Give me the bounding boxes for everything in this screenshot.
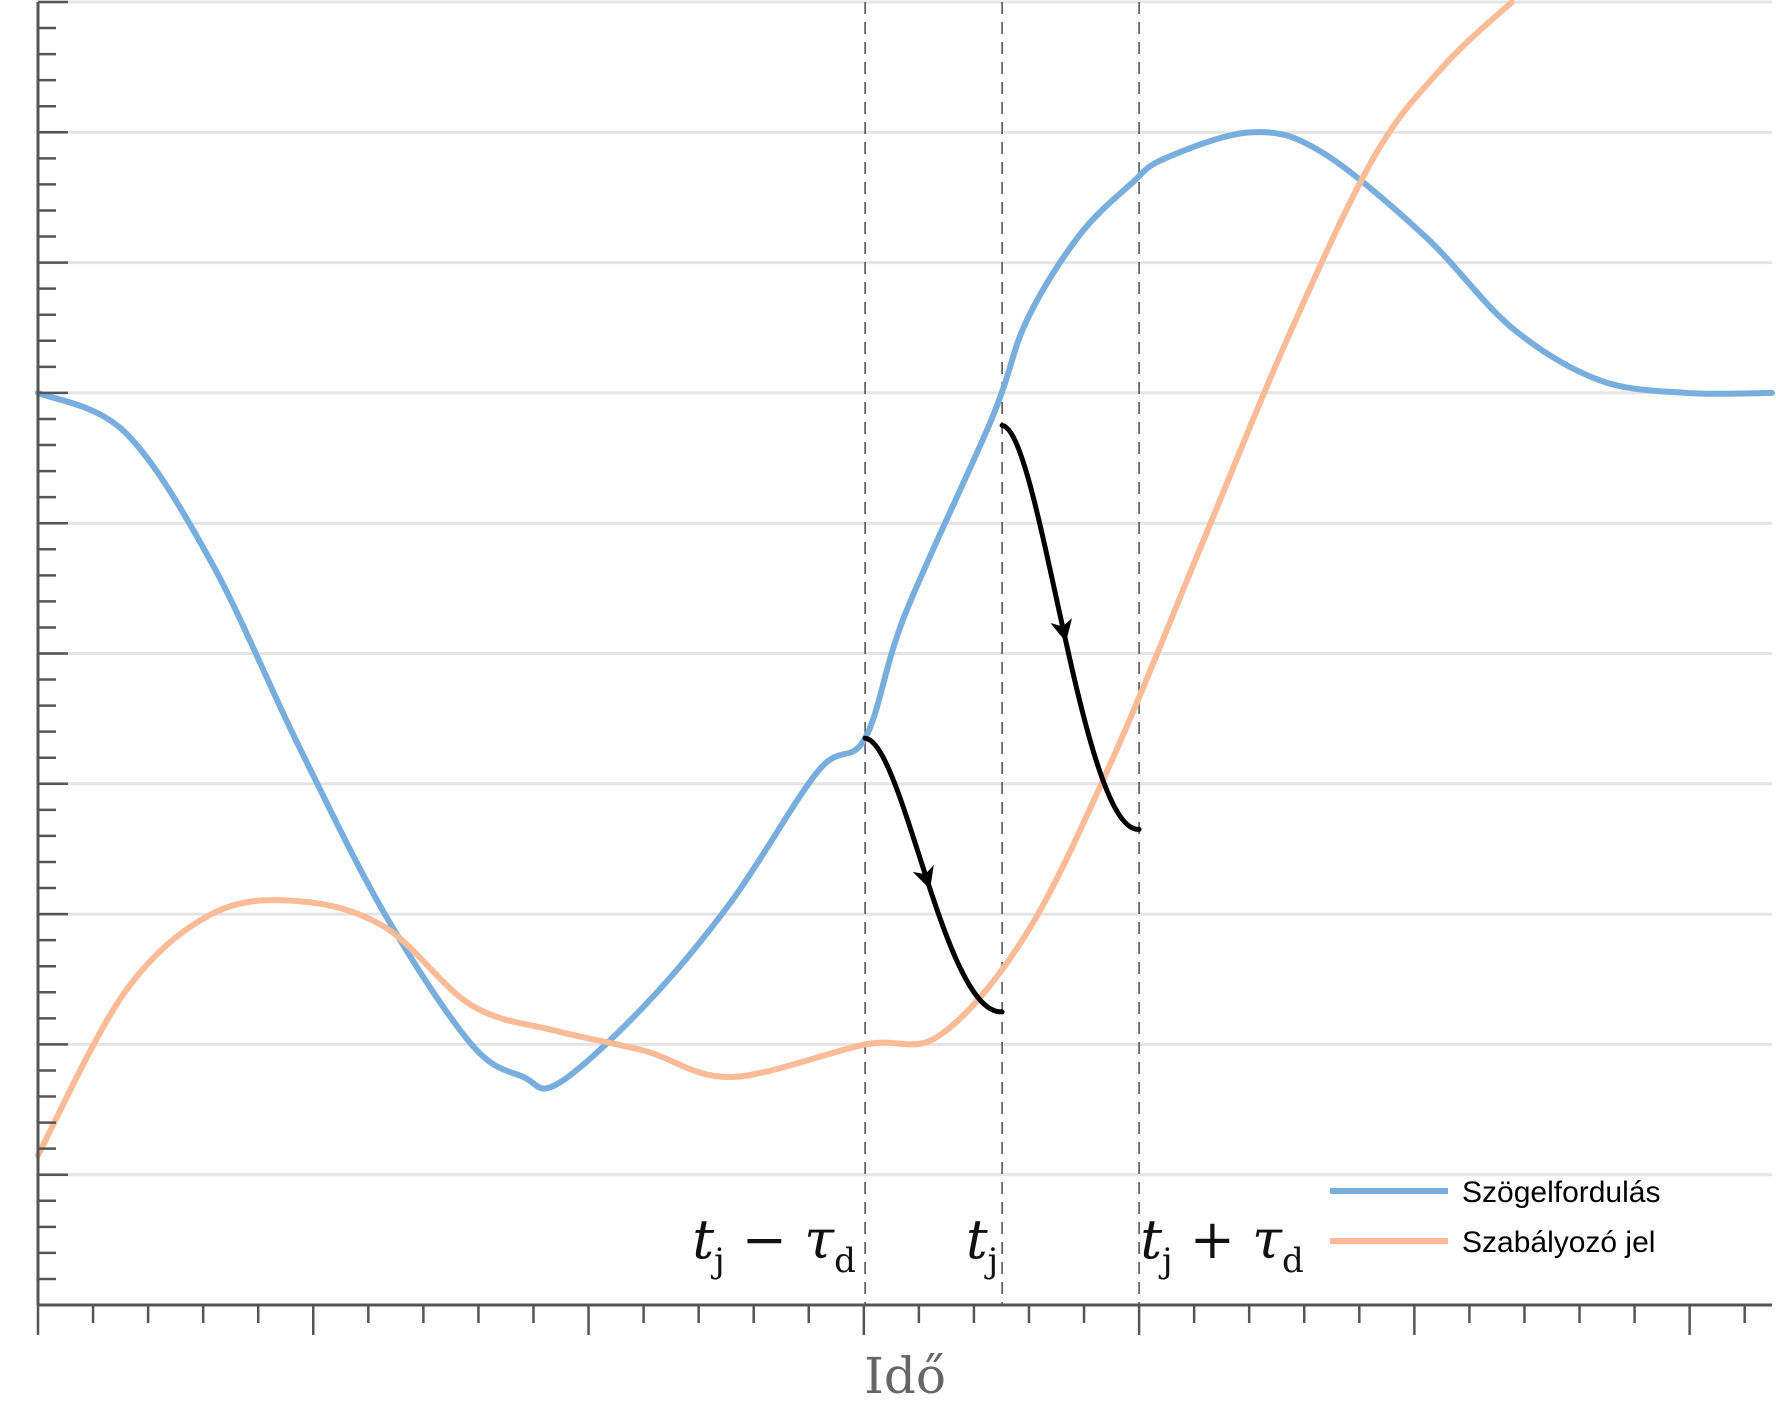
time-guides [864,2,1140,1305]
legend-label: Szabályozó jel [1462,1226,1655,1259]
legend-label: Szögelfordulás [1462,1176,1660,1209]
arrow-head-icon [1050,618,1072,643]
axes [36,0,1772,1335]
series-line [35,129,1775,1092]
guide-label: tj [966,1208,998,1281]
delay-arrows [862,422,1142,1015]
series-line [35,0,1515,1159]
delay-arrow [999,422,1142,832]
guide-label: tj − τd [692,1208,855,1281]
gridlines [38,0,1772,1177]
series-lines [35,0,1775,1159]
arrow-head-icon [912,865,934,890]
guide-labels: tj − τd tj tj + τd [692,1208,1303,1281]
legend: Szögelfordulás Szabályozó jel [1330,1176,1660,1259]
guide-label: tj + τd [1140,1208,1303,1281]
x-axis-label: Idő [864,1347,946,1405]
delay-arrow [862,735,1005,1015]
